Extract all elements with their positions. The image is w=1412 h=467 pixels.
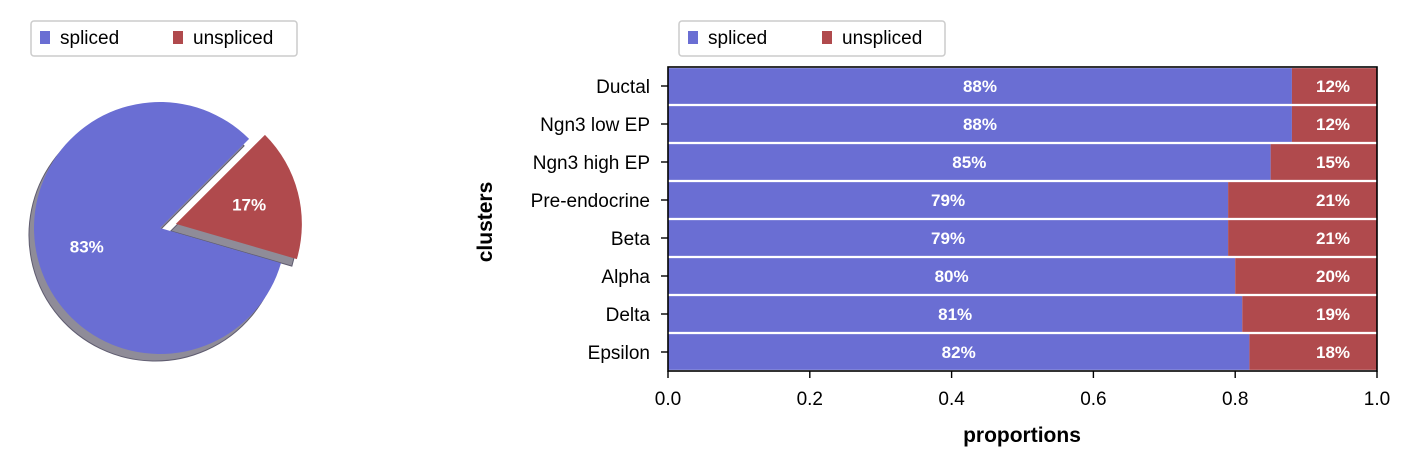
y-tick-label-1: Ngn3 low EP — [540, 115, 650, 136]
bar-legend: spliced unspliced — [678, 20, 946, 57]
bar-label-unspliced-2: 15% — [1316, 153, 1350, 172]
bar-label-spliced-2: 85% — [952, 153, 986, 172]
bar-label-unspliced-7: 18% — [1316, 343, 1350, 362]
y-tick-label-7: Epsilon — [588, 343, 650, 364]
pie-slice-spliced — [34, 102, 281, 355]
bar-label-spliced-7: 82% — [942, 343, 976, 362]
bar-label-unspliced-5: 20% — [1316, 267, 1350, 286]
bar-label-unspliced-3: 21% — [1316, 191, 1350, 210]
y-tick-label-6: Delta — [606, 305, 651, 326]
bar-unspliced-7 — [1249, 334, 1377, 370]
pie-label-spliced: 83% — [70, 237, 104, 256]
y-tick-label-4: Beta — [611, 229, 651, 250]
y-axis: Ductal Ngn3 low EP Ngn3 high EP Pre-endocri… — [531, 77, 668, 364]
pie-legend-swatch-unspliced — [173, 31, 183, 44]
pie-legend: spliced unspliced — [30, 20, 298, 57]
bar-unspliced-5 — [1235, 258, 1377, 294]
y-axis-title: clusters — [474, 182, 497, 263]
bar-unspliced-6 — [1242, 296, 1377, 332]
bar-spliced-7 — [668, 334, 1250, 370]
bar-spliced-0 — [668, 68, 1292, 104]
y-tick-label-5: Alpha — [601, 267, 650, 288]
x-axis-title: proportions — [963, 424, 1081, 447]
pie-chart: 83% 17% — [28, 102, 302, 362]
bar-unspliced-2 — [1270, 144, 1377, 180]
bar-legend-swatch-unspliced — [822, 31, 832, 44]
bar-spliced-3 — [668, 182, 1229, 218]
bar-label-spliced-5: 80% — [935, 267, 969, 286]
bar-unspliced-4 — [1228, 220, 1377, 256]
bar-data-labels: 88% 12% 88% 12% 85% 15% 79% 21% 79% 21% 80% 20% 81% 1… — [931, 77, 1350, 362]
bar-spliced-4 — [668, 220, 1229, 256]
bar-legend-label-unspliced: unspliced — [842, 28, 922, 49]
x-tick-label-4: 0.8 — [1222, 389, 1248, 410]
x-axis: 0.0 0.2 0.4 0.6 0.8 1.0 — [655, 371, 1390, 410]
x-tick-label-0: 0.0 — [655, 389, 681, 410]
bar-spliced-5 — [668, 258, 1236, 294]
bar-unspliced-0 — [1291, 68, 1377, 104]
bar-label-spliced-1: 88% — [963, 115, 997, 134]
x-tick-label-3: 0.6 — [1080, 389, 1106, 410]
bar-spliced-6 — [668, 296, 1243, 332]
x-tick-label-2: 0.4 — [938, 389, 965, 410]
bar-spliced-1 — [668, 106, 1292, 142]
bar-label-spliced-3: 79% — [931, 191, 965, 210]
bar-label-unspliced-1: 12% — [1316, 115, 1350, 134]
bar-unspliced-3 — [1228, 182, 1377, 218]
y-tick-label-0: Ductal — [596, 77, 650, 98]
pie-label-unspliced: 17% — [232, 196, 266, 215]
pie-legend-frame — [30, 20, 298, 57]
bar-label-unspliced-0: 12% — [1316, 77, 1350, 96]
bar-label-spliced-6: 81% — [938, 305, 972, 324]
pie-legend-label-unspliced: unspliced — [193, 28, 273, 49]
y-tick-label-2: Ngn3 high EP — [533, 153, 650, 174]
bar-label-spliced-0: 88% — [963, 77, 997, 96]
x-tick-label-5: 1.0 — [1364, 389, 1390, 410]
bar-unspliced-1 — [1291, 106, 1377, 142]
plot-frame — [667, 66, 1378, 372]
bar-legend-swatch-spliced — [688, 31, 698, 44]
pie-slice-unspliced — [175, 134, 302, 260]
bar-label-unspliced-6: 19% — [1316, 305, 1350, 324]
bar-chart — [668, 68, 1377, 370]
x-tick-label-1: 0.2 — [797, 389, 823, 410]
pie-legend-swatch-spliced — [40, 31, 50, 44]
bar-label-spliced-4: 79% — [931, 229, 965, 248]
bar-legend-frame — [678, 20, 946, 57]
pie-legend-label-spliced: spliced — [60, 28, 119, 49]
bar-label-unspliced-4: 21% — [1316, 229, 1350, 248]
bar-spliced-2 — [668, 144, 1271, 180]
bar-legend-label-spliced: spliced — [708, 28, 767, 49]
y-tick-label-3: Pre-endocrine — [531, 191, 650, 212]
